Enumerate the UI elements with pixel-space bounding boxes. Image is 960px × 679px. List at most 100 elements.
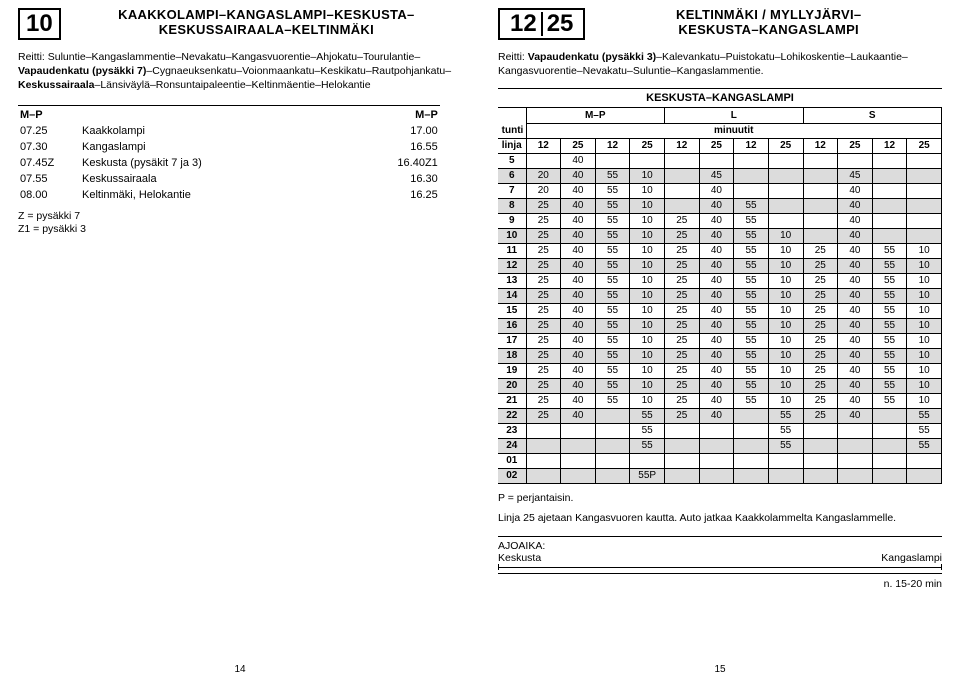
- minute-cell: [838, 423, 873, 438]
- minute-cell: 10: [630, 198, 665, 213]
- minute-cell: 25: [526, 243, 561, 258]
- minute-cell: 25: [526, 198, 561, 213]
- minute-cell: 55: [872, 273, 907, 288]
- minute-cell: [803, 423, 838, 438]
- minute-cell: 55: [872, 348, 907, 363]
- minute-cell: 25: [665, 243, 700, 258]
- minute-cell: 55: [734, 333, 769, 348]
- title-line-2: KESKUSSAIRAALA–KELTINMÄKI: [159, 22, 374, 37]
- minute-cell: 25: [803, 378, 838, 393]
- hour-label: 15: [498, 303, 526, 318]
- minute-cell: [768, 183, 803, 198]
- minute-cell: 10: [907, 243, 942, 258]
- line-header-cell: 12: [803, 138, 838, 153]
- minute-cell: 25: [665, 378, 700, 393]
- minute-cell: 55: [595, 213, 630, 228]
- minute-cell: [699, 438, 734, 453]
- minute-cell: 55: [734, 273, 769, 288]
- line-header-cell: 25: [561, 138, 596, 153]
- minute-cell: 40: [561, 228, 596, 243]
- minute-cell: 55: [595, 243, 630, 258]
- minute-cell: 55: [595, 273, 630, 288]
- hour-label: 19: [498, 363, 526, 378]
- minute-cell: 55: [872, 258, 907, 273]
- minute-cell: 25: [526, 348, 561, 363]
- minute-cell: 40: [699, 393, 734, 408]
- minute-cell: [526, 438, 561, 453]
- minute-cell: 10: [630, 213, 665, 228]
- minute-cell: 40: [838, 318, 873, 333]
- minute-cell: 40: [699, 318, 734, 333]
- minute-cell: 25: [665, 393, 700, 408]
- page-number-right: 15: [714, 664, 725, 675]
- minute-cell: [561, 468, 596, 483]
- minute-cell: 40: [561, 153, 596, 168]
- minute-cell: 55: [734, 303, 769, 318]
- minute-cell: 10: [907, 258, 942, 273]
- hdr-mp-left: M–P: [20, 108, 80, 122]
- minute-cell: 25: [803, 393, 838, 408]
- minute-cell: 10: [907, 348, 942, 363]
- minute-cell: 55: [907, 408, 942, 423]
- minute-cell: 40: [838, 378, 873, 393]
- minute-cell: 40: [699, 333, 734, 348]
- hour-label: 14: [498, 288, 526, 303]
- minute-cell: 55: [595, 393, 630, 408]
- minute-cell: [630, 153, 665, 168]
- minute-cell: 10: [630, 393, 665, 408]
- minute-cell: [838, 438, 873, 453]
- hour-label: 8: [498, 198, 526, 213]
- minute-cell: 40: [699, 228, 734, 243]
- minute-cell: 40: [561, 288, 596, 303]
- minute-cell: [630, 453, 665, 468]
- minute-cell: [734, 153, 769, 168]
- minute-cell: [803, 213, 838, 228]
- hour-label: 20: [498, 378, 526, 393]
- minute-cell: 10: [630, 243, 665, 258]
- minute-cell: 10: [768, 348, 803, 363]
- minute-cell: 40: [838, 243, 873, 258]
- minute-cell: 55: [872, 378, 907, 393]
- minute-cell: 55: [872, 243, 907, 258]
- minute-cell: 55: [734, 198, 769, 213]
- line-header-cell: 12: [665, 138, 700, 153]
- minute-cell: 10: [630, 348, 665, 363]
- minute-cell: 10: [630, 168, 665, 183]
- minute-cell: 25: [526, 228, 561, 243]
- minute-cell: [768, 468, 803, 483]
- hour-label: 7: [498, 183, 526, 198]
- minute-cell: 10: [768, 303, 803, 318]
- left-header: 10 KAAKKOLAMPI–KANGASLAMPI–KESKUSTA– KES…: [18, 8, 462, 40]
- hour-label: 12: [498, 258, 526, 273]
- minute-cell: [665, 183, 700, 198]
- minute-cell: 20: [526, 183, 561, 198]
- legend-line: Z1 = pysäkki 3: [18, 223, 462, 237]
- hour-label: 24: [498, 438, 526, 453]
- minute-cell: 10: [630, 273, 665, 288]
- stop-time-2: 16.25: [383, 188, 438, 202]
- line-header-cell: 12: [872, 138, 907, 153]
- minute-cell: 40: [699, 378, 734, 393]
- route-num-25: 25: [541, 12, 578, 36]
- stop-name: Kangaslampi: [82, 140, 381, 154]
- minute-cell: 40: [561, 408, 596, 423]
- minute-cell: 25: [665, 408, 700, 423]
- minute-cell: 10: [630, 288, 665, 303]
- minute-cell: 10: [768, 228, 803, 243]
- hour-label: 23: [498, 423, 526, 438]
- minute-cell: 55: [768, 423, 803, 438]
- line-header-cell: linja: [498, 138, 526, 153]
- minute-cell: 10: [630, 183, 665, 198]
- minute-cell: 55: [595, 288, 630, 303]
- minute-cell: [734, 468, 769, 483]
- minute-cell: [907, 198, 942, 213]
- minute-cell: 25: [665, 213, 700, 228]
- minute-cell: 25: [665, 288, 700, 303]
- minute-cell: 10: [768, 378, 803, 393]
- minute-cell: 25: [526, 408, 561, 423]
- minute-cell: 40: [561, 273, 596, 288]
- minute-cell: 25: [526, 363, 561, 378]
- minute-cell: 40: [699, 273, 734, 288]
- minute-cell: [526, 453, 561, 468]
- right-header: 1225 KELTINMÄKI / MYLLYJÄRVI– KESKUSTA–K…: [498, 8, 942, 40]
